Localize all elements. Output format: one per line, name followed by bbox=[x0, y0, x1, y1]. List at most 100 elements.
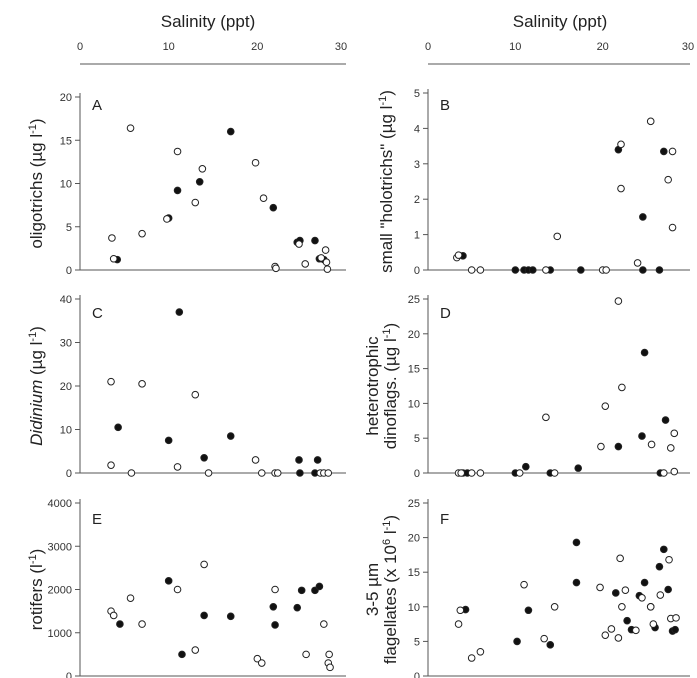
data-point-filled bbox=[611, 589, 620, 597]
data-point-open bbox=[301, 260, 310, 268]
y-axis-label: oligotrichs (µg l-1) bbox=[27, 118, 46, 248]
panel-label: E bbox=[92, 511, 102, 528]
y-tick-label: 20 bbox=[408, 533, 420, 545]
y-tick-label: 3 bbox=[414, 159, 420, 171]
data-point-filled bbox=[529, 266, 537, 274]
data-point-filled bbox=[671, 625, 679, 634]
y-axis-label-part: heterotrophic bbox=[363, 336, 382, 436]
data-point-open bbox=[173, 585, 182, 594]
data-point-open bbox=[109, 254, 118, 263]
data-point-open bbox=[163, 215, 171, 223]
data-point-filled bbox=[614, 442, 623, 451]
data-point-filled bbox=[513, 637, 521, 646]
data-point-open bbox=[638, 594, 646, 602]
top-tick-right-20: 20 bbox=[597, 41, 609, 53]
data-point-open bbox=[601, 402, 610, 410]
y-tick-label: 0 bbox=[66, 468, 72, 480]
panel-c: 0 10 20 30 40 C Didinium (µg l-1) bbox=[27, 294, 346, 480]
data-point-open bbox=[126, 124, 135, 132]
data-point-filled bbox=[293, 603, 302, 612]
data-point-open bbox=[649, 620, 658, 628]
data-point-open bbox=[251, 456, 260, 464]
data-point-open bbox=[660, 469, 668, 477]
y-tick-label: 10 bbox=[60, 179, 72, 191]
data-point-open bbox=[467, 266, 476, 274]
data-point-open bbox=[597, 442, 605, 451]
y-axis-label-part: dinoflags. ( bbox=[381, 366, 400, 449]
y-axis-label-part: ) bbox=[27, 326, 46, 332]
data-point-open bbox=[614, 297, 623, 305]
y-tick-label: 4 bbox=[414, 123, 420, 135]
data-point-open bbox=[540, 634, 548, 643]
data-point-filled bbox=[200, 611, 208, 620]
y-axis-label: small "holotrichs" (µg l-1) bbox=[377, 90, 396, 273]
data-point-open bbox=[454, 251, 463, 259]
data-point-open bbox=[602, 266, 610, 274]
data-point-open bbox=[614, 634, 623, 642]
y-axis-label-part: ) bbox=[377, 90, 396, 96]
data-point-open bbox=[191, 390, 200, 399]
data-point-open bbox=[633, 259, 642, 267]
y-axis-label-part: Didinium bbox=[27, 380, 46, 446]
data-point-open bbox=[550, 603, 559, 611]
data-point-filled bbox=[269, 603, 278, 611]
data-point-filled bbox=[623, 616, 631, 625]
data-point-open bbox=[295, 240, 303, 248]
data-point-open bbox=[476, 469, 485, 477]
panel-label: B bbox=[440, 97, 450, 114]
data-point-filled bbox=[164, 577, 173, 585]
data-point-open bbox=[317, 254, 325, 262]
data-point-filled bbox=[173, 186, 182, 195]
y-axis-label: flagellates (x 106 l-1) bbox=[381, 515, 400, 664]
top-axis-right: Salinity (ppt) 0 10 20 30 bbox=[425, 12, 694, 65]
y-axis-label-part: -1 bbox=[377, 96, 389, 106]
data-point-open bbox=[191, 198, 200, 207]
y-tick-label: 30 bbox=[60, 338, 72, 350]
y-axis-label-part: ) bbox=[381, 323, 400, 329]
data-point-filled bbox=[640, 578, 649, 587]
data-point-filled bbox=[664, 585, 672, 594]
data-point-filled bbox=[546, 641, 555, 649]
data-point-open bbox=[322, 258, 331, 267]
data-point-filled bbox=[226, 612, 235, 621]
data-point-open bbox=[616, 554, 624, 563]
top-axis-title-right: Salinity (ppt) bbox=[513, 12, 607, 31]
y-tick-label: 0 bbox=[414, 671, 420, 678]
data-point-filled bbox=[311, 236, 319, 245]
y-axis-label: heterotrophic bbox=[363, 336, 382, 436]
data-point-open bbox=[109, 611, 118, 620]
data-point-open bbox=[108, 234, 116, 242]
data-point-filled bbox=[313, 456, 322, 464]
data-point-open bbox=[272, 264, 280, 273]
data-point-filled bbox=[655, 562, 664, 571]
y-tick-label: 40 bbox=[60, 294, 72, 306]
data-point-open bbox=[200, 560, 208, 569]
data-point-open bbox=[127, 469, 136, 477]
y-tick-label: 25 bbox=[408, 294, 420, 306]
y-tick-label: 5 bbox=[66, 222, 72, 234]
y-tick-label: 20 bbox=[60, 92, 72, 104]
y-tick-label: 15 bbox=[408, 364, 420, 376]
data-point-filled bbox=[655, 266, 664, 274]
data-point-open bbox=[107, 461, 115, 469]
data-point-filled bbox=[295, 456, 303, 464]
data-point-open bbox=[520, 580, 528, 589]
y-tick-label: 0 bbox=[66, 671, 72, 678]
y-tick-label: 10 bbox=[60, 425, 72, 437]
data-point-open bbox=[126, 594, 135, 602]
data-point-open bbox=[107, 377, 115, 386]
y-axis-label: dinoflags. (µg l-1) bbox=[381, 323, 400, 449]
data-point-open bbox=[323, 265, 332, 273]
y-axis-label: Didinium (µg l-1) bbox=[27, 326, 46, 446]
panel-label: C bbox=[92, 305, 103, 322]
data-point-filled bbox=[640, 348, 649, 357]
data-point-open bbox=[271, 585, 279, 594]
y-axis-label-part: -1 bbox=[27, 124, 39, 134]
data-point-open bbox=[138, 380, 146, 388]
y-axis-label-part: -1 bbox=[27, 332, 39, 342]
y-axis-label-part: -1 bbox=[27, 554, 39, 564]
data-point-open bbox=[515, 469, 524, 477]
y-axis-label-part: rotifers (l bbox=[27, 564, 46, 630]
